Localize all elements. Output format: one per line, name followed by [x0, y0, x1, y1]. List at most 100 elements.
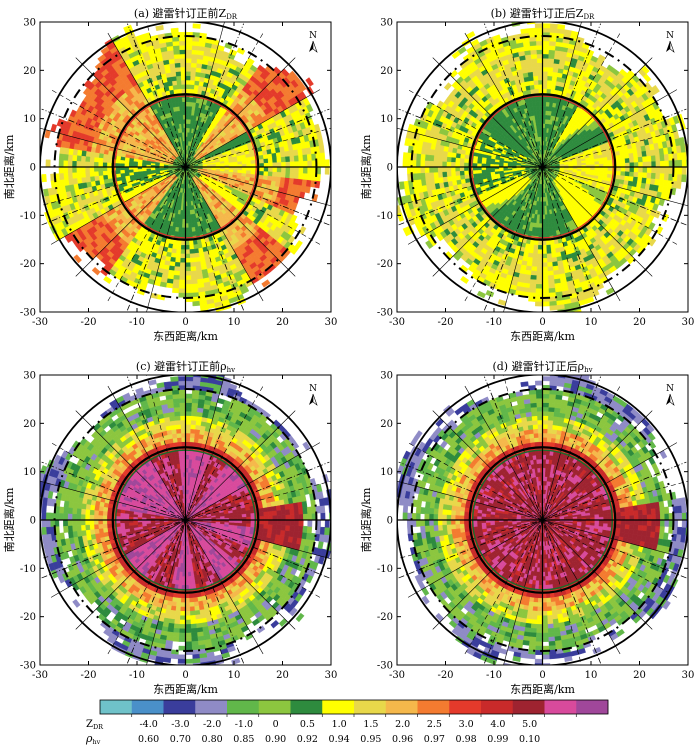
radar-cell: [85, 151, 91, 158]
radar-cell: [58, 166, 64, 174]
radar-cell: [76, 155, 82, 162]
radar-cell: [189, 248, 195, 255]
radar-cell: [187, 114, 192, 120]
radar-cell: [137, 161, 143, 165]
radar-cell: [185, 279, 192, 285]
radar-cell: [185, 84, 191, 90]
radar-cell: [175, 226, 180, 233]
radar-cell: [178, 292, 186, 298]
radar-cell: [314, 180, 321, 189]
radar-cell: [237, 169, 243, 174]
radar-cell: [185, 40, 193, 46]
radar-cell: [71, 160, 77, 168]
radar-cell: [185, 284, 193, 290]
radar-cell: [259, 170, 265, 176]
radar-cell: [187, 123, 191, 129]
radar-cell: [302, 166, 308, 174]
radar-cell: [190, 62, 197, 68]
radar-cell: [97, 166, 103, 172]
radar-cell: [181, 88, 186, 94]
radar-cell: [102, 158, 108, 164]
radar-cell: [267, 171, 273, 177]
x-tick-label: 30: [325, 317, 338, 328]
radar-cell: [84, 171, 91, 178]
radar-cell: [172, 239, 178, 246]
radar-cell: [172, 244, 178, 250]
radar-cell: [180, 75, 186, 81]
radar-cell: [189, 244, 195, 250]
radar-cell: [172, 45, 180, 51]
radar-cell: [58, 173, 65, 181]
radar-cell: [185, 266, 192, 272]
radar-cell: [179, 62, 186, 68]
radar-cell: [179, 214, 184, 220]
radar-cell: [76, 166, 82, 173]
radar-cell: [276, 156, 282, 163]
radar-cell: [302, 160, 308, 168]
radar-cell: [298, 160, 304, 168]
radar-cell: [233, 169, 239, 173]
radar-cell: [246, 169, 252, 175]
radar-cell: [97, 162, 103, 168]
radar-cell: [159, 281, 168, 288]
radar-cell: [194, 252, 201, 259]
radar-cell: [191, 101, 196, 108]
radar-cell: [132, 161, 138, 165]
radar-cell: [174, 62, 181, 68]
radar-cell: [272, 171, 278, 177]
radar-cell: [71, 166, 77, 174]
radar-cell: [173, 53, 181, 60]
radar-cell: [176, 84, 182, 90]
radar-cell: [179, 218, 184, 224]
radar-cell: [173, 270, 181, 276]
radar-cell: [190, 274, 198, 281]
radar-cell: [41, 174, 47, 183]
radar-cell: [189, 84, 195, 90]
radar-cell: [189, 75, 196, 81]
radar-cell: [185, 262, 192, 268]
radar-cell: [281, 166, 287, 173]
radar-cell: [174, 261, 181, 268]
radar-cell: [179, 266, 186, 272]
x-tick-label: -20: [80, 317, 96, 328]
radar-cell: [191, 279, 199, 285]
radar-cell: [63, 166, 69, 174]
radar-cell: [80, 171, 86, 179]
radar-cell: [228, 169, 234, 173]
radar-cell: [177, 88, 182, 94]
y-tick-label: 20: [23, 66, 36, 77]
radar-cell: [285, 155, 291, 163]
radar-cell: [177, 231, 183, 237]
radar-cell: [250, 170, 256, 175]
radar-cell: [180, 244, 186, 250]
radar-cell: [193, 88, 199, 95]
radar-cell: [173, 274, 181, 281]
radar-cell: [188, 105, 193, 112]
radar-cell: [120, 156, 126, 161]
radar-cell: [180, 84, 186, 90]
radar-cell: [106, 166, 112, 172]
radar-cell: [191, 45, 199, 51]
radar-cell: [190, 71, 196, 77]
radar-cell: [175, 75, 182, 81]
radar-cell: [302, 154, 308, 162]
radar-cell: [166, 282, 174, 289]
radar-cell: [115, 159, 121, 164]
radar-cell: [285, 166, 291, 173]
radar-cell: [268, 166, 274, 172]
radar-cell: [59, 147, 66, 155]
radar-cell: [191, 283, 199, 289]
radar-cell: [185, 253, 191, 259]
radar-cell: [294, 166, 300, 174]
radar-cell: [302, 172, 308, 180]
radar-cell: [190, 66, 197, 73]
radar-cell: [174, 266, 181, 272]
radar-cell: [190, 58, 198, 64]
radar-cell: [89, 166, 95, 173]
radar-cell: [45, 159, 51, 168]
radar-cell: [187, 110, 192, 116]
x-tick-label: -30: [32, 317, 48, 328]
radar-cell: [306, 173, 313, 181]
radar-cell: [172, 49, 180, 55]
